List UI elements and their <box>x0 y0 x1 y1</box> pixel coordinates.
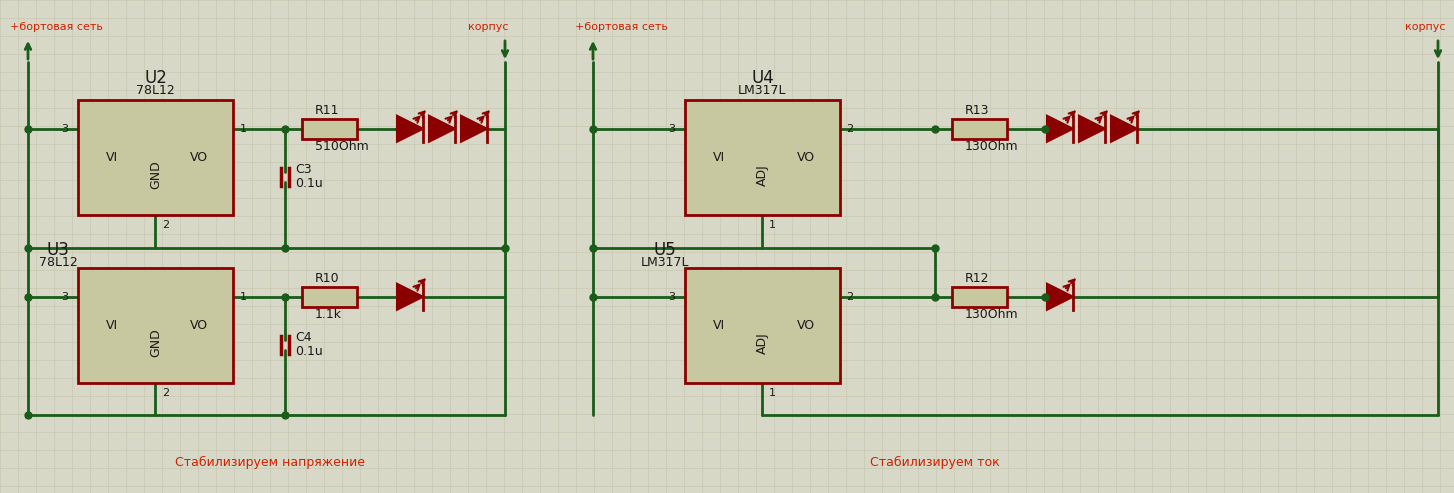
Text: 130Ohm: 130Ohm <box>965 308 1019 321</box>
Text: ADJ: ADJ <box>756 164 769 186</box>
Text: GND: GND <box>148 328 161 357</box>
Bar <box>952 287 1008 307</box>
Bar <box>952 119 1008 139</box>
Text: 3: 3 <box>669 292 676 302</box>
Text: корпус: корпус <box>1405 22 1445 32</box>
Text: U2: U2 <box>144 69 167 87</box>
Text: 1: 1 <box>240 292 247 302</box>
Text: LM317L: LM317L <box>739 84 787 98</box>
Bar <box>302 287 358 307</box>
Text: U4: U4 <box>752 69 774 87</box>
Bar <box>302 119 358 139</box>
Text: 3: 3 <box>669 124 676 134</box>
Text: VO: VO <box>797 151 814 164</box>
Text: GND: GND <box>148 160 161 189</box>
Bar <box>685 268 840 383</box>
Text: 1: 1 <box>769 220 776 230</box>
Polygon shape <box>397 116 423 142</box>
Text: корпус: корпус <box>468 22 509 32</box>
Text: 2: 2 <box>161 388 169 398</box>
Bar <box>79 268 233 383</box>
Polygon shape <box>461 116 487 142</box>
Text: 78L12: 78L12 <box>39 256 77 270</box>
Text: R13: R13 <box>965 104 990 117</box>
Text: ADJ: ADJ <box>756 332 769 353</box>
Text: U3: U3 <box>47 241 70 259</box>
Text: 510Ohm: 510Ohm <box>316 140 369 153</box>
Text: C3: C3 <box>295 163 311 176</box>
Text: 78L12: 78L12 <box>137 84 174 98</box>
Text: 2: 2 <box>846 292 853 302</box>
Polygon shape <box>1079 116 1105 142</box>
Polygon shape <box>397 284 423 310</box>
Text: R10: R10 <box>316 272 340 285</box>
Text: VO: VO <box>190 151 208 164</box>
Text: 3: 3 <box>61 292 68 302</box>
Text: 0.1u: 0.1u <box>295 177 323 190</box>
Text: VO: VO <box>797 319 814 332</box>
Text: 1: 1 <box>769 388 776 398</box>
Text: 1.1k: 1.1k <box>316 308 342 321</box>
Text: VI: VI <box>712 319 726 332</box>
Text: Стабилизируем напряжение: Стабилизируем напряжение <box>174 456 365 468</box>
Polygon shape <box>1111 116 1137 142</box>
Text: Стабилизируем ток: Стабилизируем ток <box>869 456 1000 468</box>
Text: +бортовая сеть: +бортовая сеть <box>10 22 103 32</box>
Polygon shape <box>1047 116 1073 142</box>
Text: VI: VI <box>106 151 118 164</box>
Polygon shape <box>1047 284 1073 310</box>
Text: 130Ohm: 130Ohm <box>965 140 1019 153</box>
Text: VI: VI <box>106 319 118 332</box>
Text: 0.1u: 0.1u <box>295 345 323 358</box>
Text: VI: VI <box>712 151 726 164</box>
Bar <box>685 100 840 215</box>
Text: U5: U5 <box>654 241 676 259</box>
Text: +бортовая сеть: +бортовая сеть <box>574 22 667 32</box>
Text: R12: R12 <box>965 272 990 285</box>
Text: 3: 3 <box>61 124 68 134</box>
Bar <box>79 100 233 215</box>
Text: VO: VO <box>190 319 208 332</box>
Text: 2: 2 <box>161 220 169 230</box>
Text: C4: C4 <box>295 331 311 344</box>
Text: LM317L: LM317L <box>641 256 689 270</box>
Polygon shape <box>429 116 455 142</box>
Text: R11: R11 <box>316 104 339 117</box>
Text: 1: 1 <box>240 124 247 134</box>
Text: 2: 2 <box>846 124 853 134</box>
